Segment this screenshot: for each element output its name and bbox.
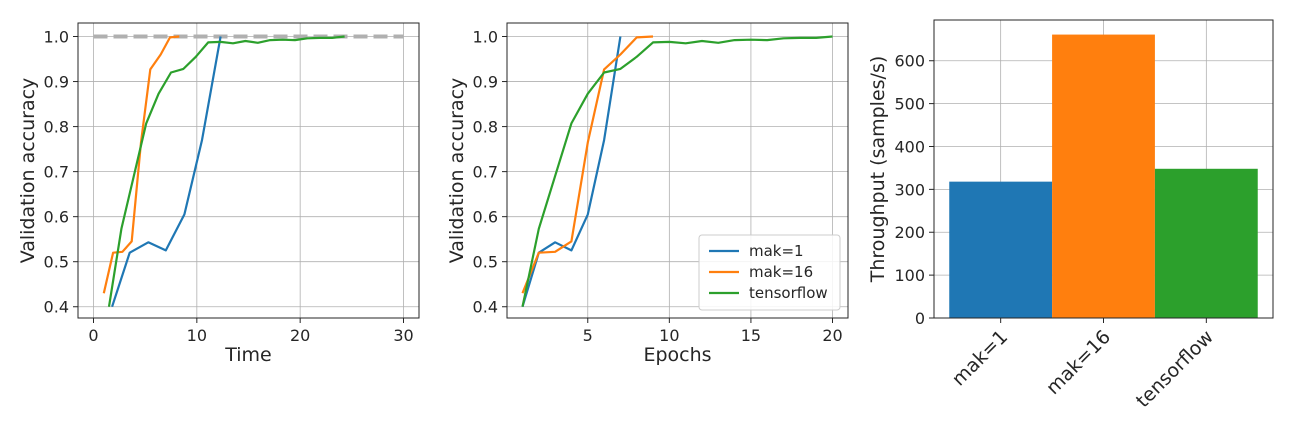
chart-3-bar-tensorflow	[1154, 168, 1258, 318]
chart-2-ytick-label-0: 0.4	[473, 298, 498, 317]
chart-1-ylabel: Validation accuracy	[17, 78, 39, 264]
chart-1-xtick-label-3: 30	[393, 326, 413, 345]
chart-1-ytick-label-6: 1.0	[44, 28, 69, 47]
chart-1-ytick-label-4: 0.8	[44, 118, 69, 137]
chart-2-series-mak-16	[521, 35, 654, 294]
chart-2-xtick-label-3: 20	[822, 326, 842, 345]
chart-3-ytick-label-0: 0	[915, 309, 925, 328]
chart-3-ylabel: Throughput (samples/s)	[867, 56, 889, 284]
chart-2-series-tensorflow	[521, 35, 833, 307]
chart-1-ytick-label-5: 0.9	[44, 73, 69, 92]
chart-3-ytick-label-1: 100	[894, 266, 925, 285]
chart-3-ytick-label-2: 200	[894, 223, 925, 242]
chart-1-series-mak-1	[111, 36, 222, 308]
chart-1-ytick-label-2: 0.6	[44, 208, 69, 227]
chart-2-ytick-label-4: 0.8	[473, 118, 498, 137]
chart-1-xlabel: Time	[224, 344, 272, 366]
chart-2-legend-label-2: tensorflow	[749, 284, 828, 302]
chart-1-series-tensorflow	[107, 35, 345, 307]
chart-3-bar-mak-1	[949, 181, 1053, 318]
chart-1-ytick-label-0: 0.4	[44, 298, 69, 317]
chart-2-legend: mak=1 mak=16 tensorflow	[698, 234, 841, 311]
chart-2-ylabel: Validation accuracy	[446, 78, 468, 264]
chart-2-legend-label-1: mak=16	[749, 263, 813, 281]
chart-2-ytick-label-5: 0.9	[473, 73, 498, 92]
chart-3-category-label-2: tensorflow	[1132, 326, 1218, 412]
chart-3-ytick-label-5: 500	[894, 95, 925, 114]
chart-3-bar-mak-16	[1052, 34, 1155, 318]
panel-accuracy-vs-time: 0 10 20 30 0.4 0.5 0.6 0.7 0.8 0.9 1.0 Time Validati…	[17, 22, 420, 366]
panel-throughput-bars: 0 100 200 300 400 500 600 mak=1 mak=16 tensorflow…	[867, 19, 1274, 412]
chart-2-legend-label-0: mak=1	[749, 242, 804, 260]
chart-1-ytick-label-1: 0.5	[44, 253, 69, 272]
chart-2-legend-box	[698, 234, 841, 311]
chart-2-xlabel: Epochs	[643, 344, 711, 366]
chart-1-xtick-label-0: 0	[88, 326, 98, 345]
chart-2-ytick-label-2: 0.6	[473, 208, 498, 227]
panel-accuracy-vs-epochs: 5 10 15 20 0.4 0.5 0.6 0.7 0.8 0.9 1.0 Epochs Valida…	[446, 22, 849, 366]
chart-3-category-label-0: mak=1	[948, 326, 1012, 390]
chart-1-xtick-label-1: 10	[187, 326, 207, 345]
chart-1-series-mak-16	[102, 35, 180, 294]
chart-3-ytick-label-6: 600	[894, 52, 925, 71]
chart-1-ytick-label-3: 0.7	[44, 163, 69, 182]
chart-2-xtick-label-0: 5	[583, 326, 593, 345]
chart-1-frame	[77, 22, 420, 319]
chart-2-xtick-label-2: 15	[741, 326, 761, 345]
chart-2-xtick-label-1: 10	[659, 326, 679, 345]
chart-3-ytick-label-3: 300	[894, 180, 925, 199]
chart-3-category-label-1: mak=16	[1042, 326, 1115, 399]
chart-2-ytick-label-1: 0.5	[473, 253, 498, 272]
chart-2-ytick-label-3: 0.7	[473, 163, 498, 182]
chart-2-ytick-label-6: 1.0	[473, 28, 498, 47]
chart-1-xtick-label-2: 20	[290, 326, 310, 345]
chart-2-frame	[506, 22, 849, 319]
chart-3-ytick-label-4: 400	[894, 137, 925, 156]
